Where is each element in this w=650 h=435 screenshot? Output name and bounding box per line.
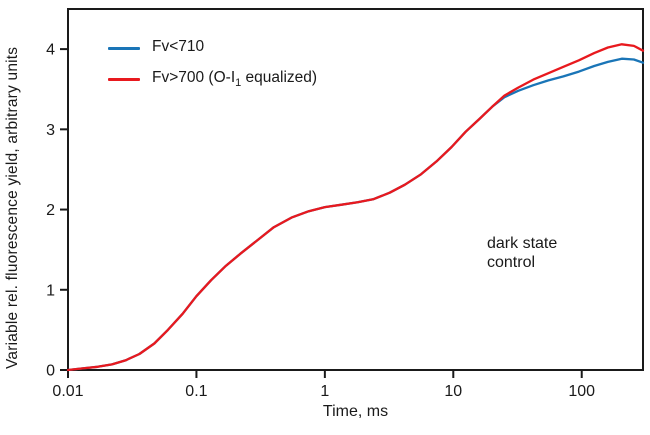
legend-swatch-blue-line-icon xyxy=(108,47,140,50)
y-tick-label: 0 xyxy=(46,363,55,380)
legend-item-fv-lt-710: Fv<710 xyxy=(108,33,317,64)
y-tick-label: 4 xyxy=(46,42,55,59)
x-tick-label: 100 xyxy=(568,383,595,400)
legend: Fv<710 Fv>700 (O-I1 equalized) xyxy=(108,33,317,95)
annotation-line-1: dark state xyxy=(487,235,558,252)
x-tick-label: 0.01 xyxy=(52,383,83,400)
annotation-dark-state-control: dark state control xyxy=(487,234,557,272)
x-tick-label: 10 xyxy=(444,383,462,400)
x-tick-label: 1 xyxy=(320,383,329,400)
legend-label-fv-lt-710: Fv<710 xyxy=(152,38,205,56)
legend-swatch-red-line-icon xyxy=(108,78,140,81)
annotation-line-2: control xyxy=(487,254,536,271)
series-line-1 xyxy=(66,43,645,372)
series-line-0 xyxy=(66,57,645,372)
y-tick-label: 2 xyxy=(46,202,55,219)
y-tick-label: 3 xyxy=(46,122,55,139)
legend-label-fv-gt-700: Fv>700 (O-I1 equalized) xyxy=(152,69,318,90)
x-axis-title: Time, ms xyxy=(322,403,389,420)
legend-item-fv-gt-700: Fv>700 (O-I1 equalized) xyxy=(108,64,317,95)
x-tick-label: 0.1 xyxy=(185,383,207,400)
y-tick-label: 1 xyxy=(46,282,55,299)
y-axis-title: Variable rel. fluorescence yield, arbitr… xyxy=(4,46,21,369)
plot-frame xyxy=(67,8,644,371)
